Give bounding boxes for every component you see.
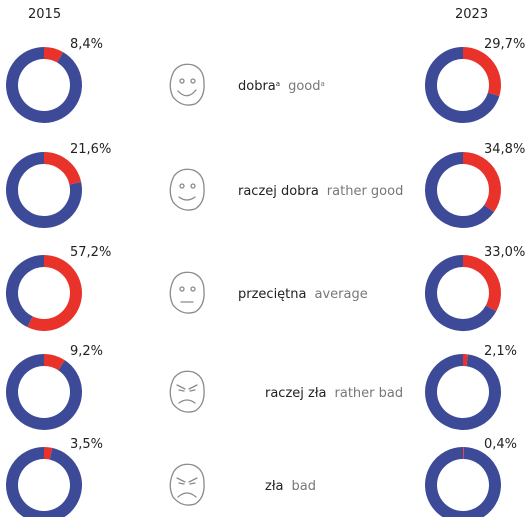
donut-rest xyxy=(6,152,82,228)
category-note: a xyxy=(276,80,280,88)
value-label: 33,0% xyxy=(484,245,525,260)
year-header: 2023 xyxy=(455,7,488,22)
category-pl: przeciętna xyxy=(238,287,306,302)
face-eye xyxy=(179,183,185,189)
face-icon xyxy=(169,370,205,413)
value-label: 57,2% xyxy=(70,245,111,260)
value-label: 29,7% xyxy=(484,37,525,52)
category-en: average xyxy=(314,287,367,302)
category-pl: raczej zła xyxy=(265,386,327,401)
donut-segment xyxy=(462,255,501,312)
value-label: 0,4% xyxy=(484,437,517,452)
value-label: 3,5% xyxy=(70,437,103,452)
donut-segment xyxy=(43,447,53,460)
face-outline xyxy=(169,168,205,211)
face-mouth xyxy=(177,89,197,97)
category-en: rather good xyxy=(327,184,404,199)
face-icon xyxy=(169,168,205,211)
donut-segment xyxy=(43,354,65,371)
category-en: rather bad xyxy=(335,386,404,401)
category-pl: raczej dobra xyxy=(238,184,319,199)
face-outline xyxy=(169,370,205,413)
donut-rest xyxy=(6,255,45,328)
face-eye xyxy=(190,78,196,84)
face-outline xyxy=(169,63,205,106)
face-eye xyxy=(190,183,196,189)
category-pl: dobra xyxy=(238,79,276,94)
donut-rest xyxy=(6,354,82,430)
donut-segment xyxy=(43,152,82,185)
donut-rest xyxy=(6,447,82,517)
value-label: 8,4% xyxy=(70,37,103,52)
face-outline xyxy=(169,271,205,314)
value-label: 21,6% xyxy=(70,142,111,157)
face-mouth xyxy=(178,399,196,404)
face-icon xyxy=(169,463,205,506)
face-eye xyxy=(190,286,196,292)
face-mouth xyxy=(178,196,196,201)
face-icon xyxy=(169,271,205,314)
donut-rest xyxy=(6,47,82,123)
donut-rest xyxy=(425,447,501,517)
donut-rest xyxy=(425,47,500,123)
value-label: 2,1% xyxy=(484,344,517,359)
donut-rest xyxy=(425,354,501,430)
category-label: dobraa gooda xyxy=(238,79,325,94)
category-en: good xyxy=(288,79,320,94)
face-mouth xyxy=(177,492,197,498)
category-label: zła bad xyxy=(265,479,316,494)
donut-segment xyxy=(27,255,82,331)
donut-segment xyxy=(43,47,64,63)
category-label: przeciętna average xyxy=(238,287,368,302)
donut-segment xyxy=(462,47,501,97)
category-pl: zła xyxy=(265,479,283,494)
face-eye xyxy=(176,477,198,485)
year-header: 2015 xyxy=(28,7,61,22)
donut-rest xyxy=(425,255,497,331)
face-eye xyxy=(179,286,185,292)
donut-segment xyxy=(462,152,501,212)
category-label: raczej dobra rather good xyxy=(238,184,403,199)
face-outline xyxy=(169,463,205,506)
face-eye xyxy=(176,384,198,392)
value-label: 9,2% xyxy=(70,344,103,359)
category-label: raczej zła rather bad xyxy=(265,386,403,401)
face-icon xyxy=(169,63,205,106)
face-eye xyxy=(179,78,185,84)
donut-rest xyxy=(425,152,495,228)
category-en: bad xyxy=(291,479,315,494)
category-note: a xyxy=(321,80,325,88)
value-label: 34,8% xyxy=(484,142,525,157)
